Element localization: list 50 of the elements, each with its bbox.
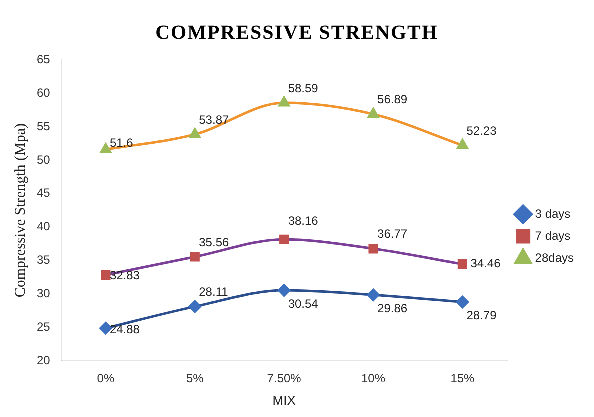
- point: [367, 288, 380, 302]
- data-label: 58.59: [288, 81, 319, 96]
- point: [368, 108, 380, 118]
- point: [100, 144, 112, 154]
- y-axis-title: Compressive Strength (Mpa): [12, 124, 29, 298]
- y-tick-label: 20: [36, 353, 51, 368]
- point: [101, 270, 111, 280]
- data-label: 38.16: [288, 214, 319, 228]
- y-tick-label: 25: [36, 320, 51, 334]
- legend-label: 7 days: [535, 228, 571, 243]
- data-label: 32.83: [110, 268, 140, 283]
- point: [458, 260, 468, 270]
- x-tick-label: 5%: [186, 372, 204, 386]
- point: [190, 252, 200, 262]
- data-label: 35.56: [199, 235, 230, 250]
- x-tick-label: 7.50%: [267, 372, 302, 386]
- data-label: 24.88: [110, 322, 140, 337]
- x-axis-title: MIX: [272, 392, 296, 408]
- data-label: 56.89: [378, 92, 408, 107]
- x-tick-label: 0%: [97, 372, 115, 386]
- legend-label: 28days: [535, 250, 574, 265]
- point: [457, 139, 468, 150]
- point: [280, 234, 290, 244]
- y-tick-label: 65: [36, 52, 51, 67]
- data-label: 29.86: [378, 301, 408, 316]
- data-label: 53.87: [199, 112, 230, 127]
- chart-title: COMPRESSIVE STRENGTH: [154, 22, 440, 45]
- data-label: 28.79: [466, 308, 498, 323]
- point: [456, 296, 469, 308]
- point: [368, 244, 378, 254]
- point: [190, 128, 201, 138]
- data-label: 36.77: [378, 227, 408, 242]
- x-tick-label: 15%: [450, 372, 476, 386]
- data-label: 34.46: [470, 256, 502, 271]
- point: [278, 96, 290, 107]
- y-tick-label: 55: [36, 119, 51, 134]
- x-tick-label: 10%: [362, 372, 386, 386]
- legend-label: 3 days: [535, 206, 571, 221]
- y-tick-label: 30: [36, 286, 51, 300]
- data-label: 52.23: [466, 124, 498, 138]
- y-tick-label: 45: [36, 186, 51, 200]
- data-label: 28.11: [199, 285, 229, 300]
- y-tick-label: 40: [36, 220, 51, 234]
- y-tick-label: 60: [36, 86, 51, 100]
- point: [278, 284, 291, 297]
- data-label: 51.6: [110, 136, 134, 150]
- point: [188, 300, 202, 314]
- data-label: 30.54: [288, 296, 319, 311]
- y-tick-label: 35: [36, 253, 51, 268]
- y-tick-label: 50: [36, 152, 51, 167]
